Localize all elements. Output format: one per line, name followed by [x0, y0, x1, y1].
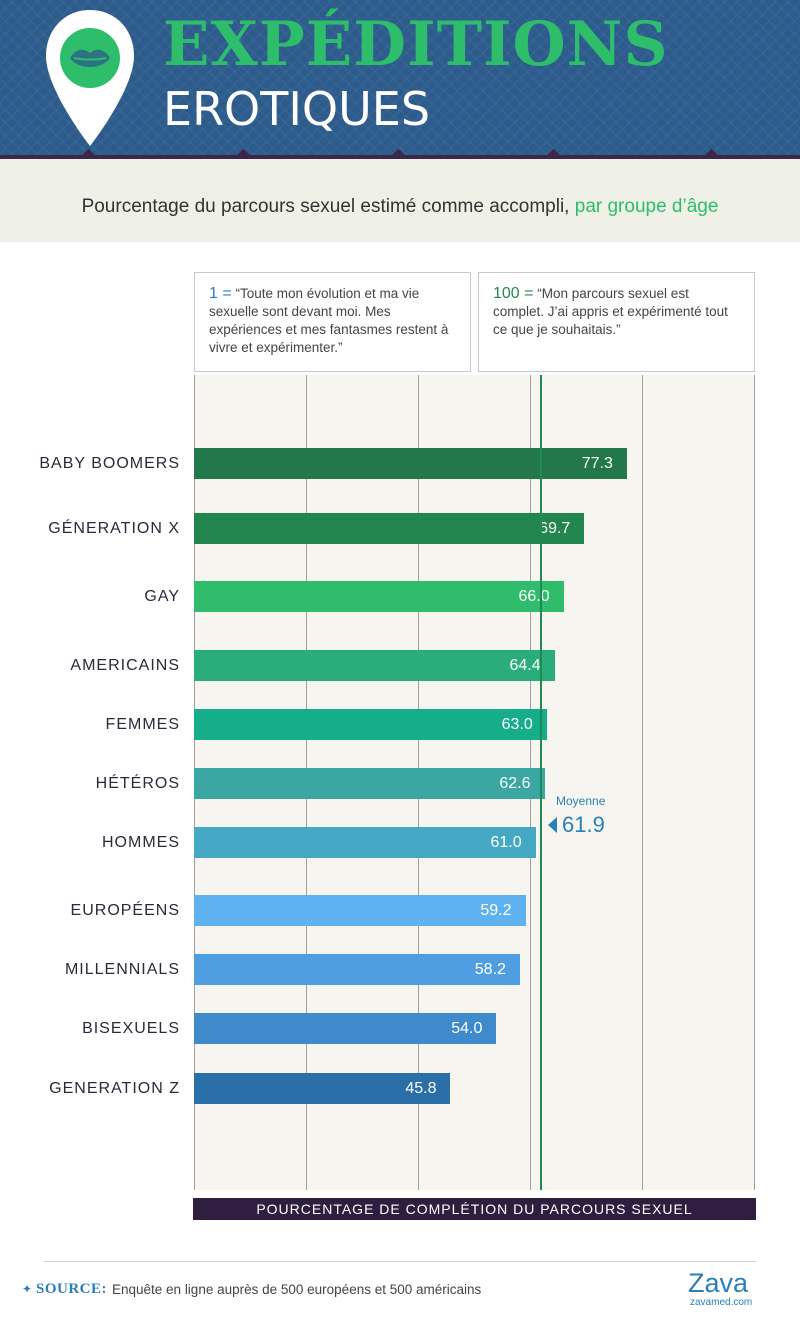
map-pin-lips-icon — [46, 10, 134, 146]
title-sub: EROTIQUES — [163, 82, 431, 136]
bar-value-label: 58.2 — [474, 961, 506, 978]
source-text: Enquête en ligne auprès de 500 européens… — [112, 1282, 482, 1297]
category-label: EUROPÉENS — [70, 902, 180, 919]
legend-max-number: 100 = — [493, 285, 534, 302]
bar-value-label: 66.0 — [518, 588, 550, 605]
source-label: SOURCE: — [36, 1281, 108, 1297]
subtitle-band — [0, 159, 800, 242]
bar — [194, 709, 547, 740]
average-label: Moyenne — [556, 794, 606, 808]
legend-min-text: “Toute mon évolution et ma vie sexuelle … — [209, 286, 449, 355]
bar — [194, 895, 526, 926]
gridline — [642, 375, 643, 1190]
bar-value-label: 77.3 — [581, 455, 613, 472]
gridline — [754, 375, 755, 1190]
bar — [194, 1073, 451, 1104]
category-label: MILLENNIALS — [64, 961, 180, 978]
bar — [194, 1013, 497, 1044]
logo-url: zavamed.com — [690, 1297, 753, 1308]
bar-value-label: 59.2 — [480, 902, 512, 919]
bar — [194, 581, 564, 612]
average-value: 61.9 — [562, 812, 605, 837]
legend-min-number: 1 = — [209, 285, 232, 302]
category-label: AMERICAINS — [70, 657, 180, 674]
category-label: HOMMES — [102, 834, 180, 851]
chart-subtitle: Pourcentage du parcours sexuel estimé co… — [0, 196, 800, 218]
bar — [194, 650, 555, 681]
category-label: GENERATION Z — [49, 1080, 180, 1097]
bar — [194, 513, 585, 544]
footer-divider — [44, 1261, 756, 1262]
zava-logo: Zava — [688, 1268, 749, 1298]
bar-value-label: 64.4 — [509, 657, 541, 674]
category-label: BABY BOOMERS — [39, 455, 180, 472]
legend-max-text: “Mon parcours sexuel est complet. J’ai a… — [493, 286, 728, 337]
title-main: EXPÉDITIONS — [163, 9, 669, 80]
header-banner: EXPÉDITIONS EROTIQUES — [0, 0, 800, 157]
bar — [194, 954, 520, 985]
subtitle-text: Pourcentage du parcours sexuel estimé co… — [81, 196, 575, 217]
bar-value-label: 69.7 — [539, 520, 571, 537]
category-label: FEMMES — [105, 716, 180, 733]
bar-value-label: 54.0 — [451, 1020, 483, 1037]
category-label: GÉNERATION X — [48, 520, 180, 537]
category-label: HÉTÉROS — [95, 775, 180, 792]
legend-box-max: 100 = “Mon parcours sexuel est complet. … — [478, 272, 755, 372]
bar — [194, 448, 627, 479]
legend-box-min: 1 = “Toute mon évolution et ma vie sexue… — [194, 272, 471, 372]
bar — [194, 827, 536, 858]
bar-value-label: 63.0 — [501, 716, 533, 733]
category-label: GAY — [144, 588, 180, 605]
subtitle-accent: par groupe d’âge — [574, 196, 719, 217]
average-arrow-icon — [548, 817, 557, 833]
category-label: BISEXUELS — [82, 1020, 180, 1037]
bar-value-label: 45.8 — [405, 1080, 437, 1097]
bar-value-label: 62.6 — [499, 775, 531, 792]
average-line — [539, 375, 542, 1190]
bar — [194, 768, 545, 799]
bar-value-label: 61.0 — [490, 834, 522, 851]
star-icon: ✦ — [22, 1282, 33, 1296]
x-axis-label: POURCENTAGE DE COMPLÉTION DU PARCOURS SE… — [193, 1198, 756, 1220]
